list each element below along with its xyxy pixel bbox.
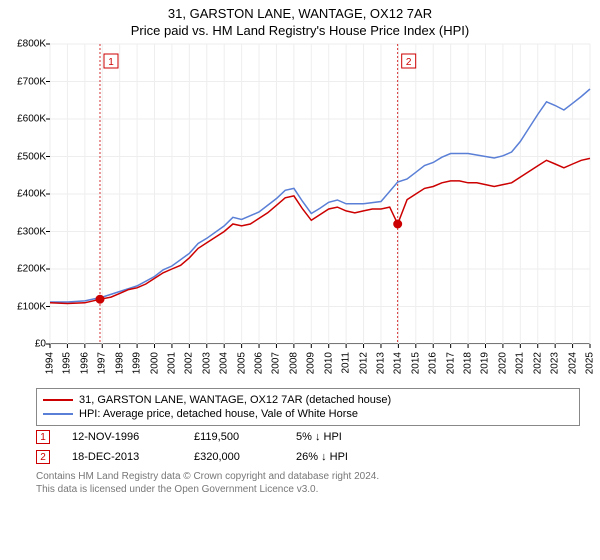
x-axis-label: 1994 — [45, 352, 56, 374]
x-axis-label: 2019 — [480, 352, 491, 374]
x-axis-label: 2002 — [184, 352, 195, 374]
x-axis-label: 2009 — [306, 352, 317, 374]
sale-marker: 2 — [36, 450, 50, 464]
y-axis-label: £800K — [6, 39, 46, 50]
sale-date: 18-DEC-2013 — [72, 451, 172, 463]
sale-row: 1 12-NOV-1996 £119,500 5% ↓ HPI — [36, 430, 580, 444]
x-axis-label: 2001 — [166, 352, 177, 374]
legend: 31, GARSTON LANE, WANTAGE, OX12 7AR (det… — [36, 388, 580, 426]
legend-label: 31, GARSTON LANE, WANTAGE, OX12 7AR (det… — [79, 394, 391, 406]
legend-swatch — [43, 399, 73, 401]
x-axis-label: 2012 — [358, 352, 369, 374]
sale-marker: 1 — [36, 430, 50, 444]
sale-date: 12-NOV-1996 — [72, 431, 172, 443]
legend-item: HPI: Average price, detached house, Vale… — [43, 407, 573, 421]
plot-svg: 12 — [50, 44, 590, 344]
x-axis-label: 2016 — [428, 352, 439, 374]
x-axis-label: 2014 — [393, 352, 404, 374]
chart-container: 31, GARSTON LANE, WANTAGE, OX12 7AR Pric… — [0, 0, 600, 560]
y-axis-label: £600K — [6, 114, 46, 125]
plot: 12 — [50, 44, 590, 344]
x-axis-label: 2006 — [254, 352, 265, 374]
x-axis-label: 2024 — [567, 352, 578, 374]
x-axis-label: 2017 — [445, 352, 456, 374]
x-axis-label: 2003 — [201, 352, 212, 374]
svg-text:1: 1 — [108, 57, 114, 68]
x-axis-label: 2008 — [288, 352, 299, 374]
x-axis-label: 2025 — [585, 352, 596, 374]
titles: 31, GARSTON LANE, WANTAGE, OX12 7AR Pric… — [0, 0, 600, 38]
x-axis-label: 1995 — [62, 352, 73, 374]
sale-row: 2 18-DEC-2013 £320,000 26% ↓ HPI — [36, 450, 580, 464]
x-axis-label: 2023 — [550, 352, 561, 374]
sale-price: £320,000 — [194, 451, 274, 463]
footer-line: Contains HM Land Registry data © Crown c… — [36, 470, 580, 483]
sale-delta: 26% ↓ HPI — [296, 451, 386, 463]
x-axis-label: 2020 — [497, 352, 508, 374]
x-axis-label: 2010 — [323, 352, 334, 374]
x-axis-label: 2007 — [271, 352, 282, 374]
x-axis-label: 1996 — [79, 352, 90, 374]
chart-area: 12 £0£100K£200K£300K£400K£500K£600K£700K… — [40, 44, 600, 384]
legend-label: HPI: Average price, detached house, Vale… — [79, 408, 358, 420]
title-sub: Price paid vs. HM Land Registry's House … — [0, 23, 600, 38]
sale-table: 1 12-NOV-1996 £119,500 5% ↓ HPI 2 18-DEC-2013… — [36, 430, 580, 464]
svg-text:2: 2 — [406, 57, 412, 68]
footer-note: Contains HM Land Registry data © Crown c… — [36, 470, 580, 496]
y-axis-label: £200K — [6, 264, 46, 275]
x-axis-label: 2021 — [515, 352, 526, 374]
footer-line: This data is licensed under the Open Gov… — [36, 483, 580, 496]
y-axis-label: £100K — [6, 301, 46, 312]
x-axis-label: 2015 — [410, 352, 421, 374]
title-main: 31, GARSTON LANE, WANTAGE, OX12 7AR — [0, 6, 600, 21]
x-axis-label: 1999 — [132, 352, 143, 374]
x-axis-label: 2011 — [341, 352, 352, 374]
x-axis-label: 2022 — [532, 352, 543, 374]
x-axis-label: 2013 — [375, 352, 386, 374]
sale-delta: 5% ↓ HPI — [296, 431, 386, 443]
legend-swatch — [43, 413, 73, 415]
y-axis-label: £700K — [6, 76, 46, 87]
y-axis-label: £300K — [6, 226, 46, 237]
sale-price: £119,500 — [194, 431, 274, 443]
legend-item: 31, GARSTON LANE, WANTAGE, OX12 7AR (det… — [43, 393, 573, 407]
x-axis-label: 1997 — [97, 352, 108, 374]
x-axis-label: 2004 — [219, 352, 230, 374]
y-axis-label: £0 — [6, 339, 46, 350]
y-axis-label: £500K — [6, 151, 46, 162]
x-axis-label: 2000 — [149, 352, 160, 374]
x-axis-label: 2005 — [236, 352, 247, 374]
x-axis-label: 2018 — [463, 352, 474, 374]
x-axis-label: 1998 — [114, 352, 125, 374]
y-axis-label: £400K — [6, 189, 46, 200]
